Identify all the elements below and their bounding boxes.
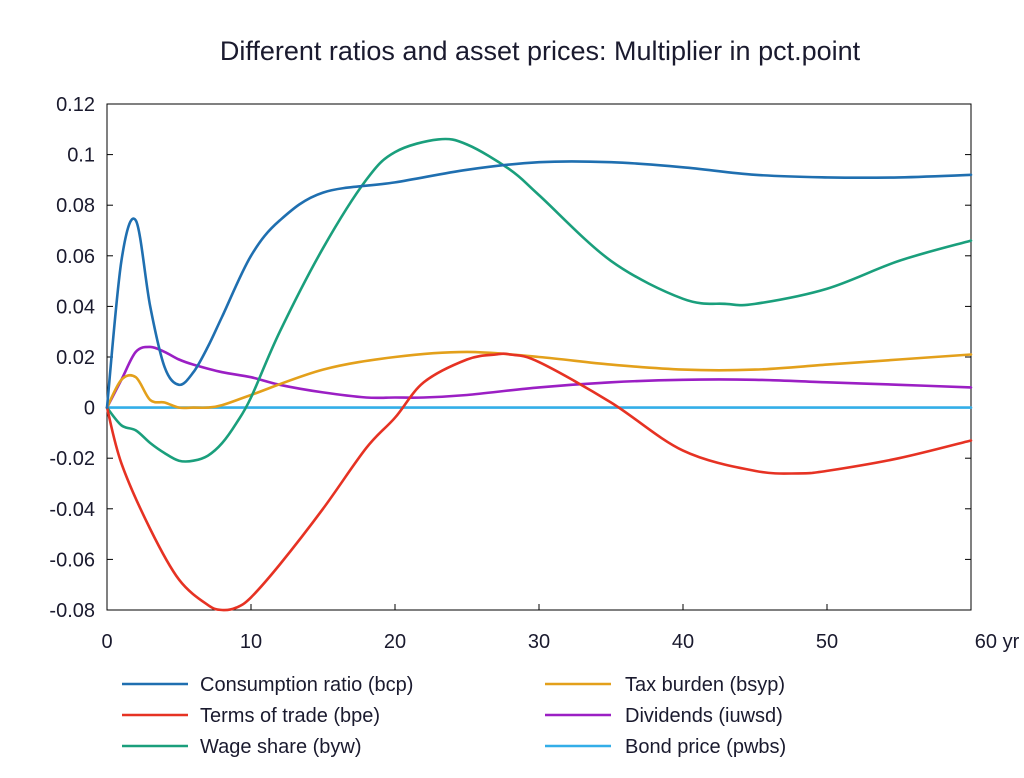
y-tick-label: 0.04 [56,296,95,318]
series-line-consumption-ratio [105,160,973,409]
y-tick-label: 0.1 [67,145,95,167]
y-tick-label: 0.12 [56,94,95,116]
x-tick-label: 0 [101,631,112,653]
x-tick-label: 40 [672,631,694,653]
legend-label-consumption-ratio: Consumption ratio (bcp) [200,674,413,696]
x-tick-label: 60 yr [975,631,1020,653]
x-tick-label: 30 [528,631,550,653]
series-line-wage-share [105,137,973,463]
chart-title: Different ratios and asset prices: Multi… [220,36,861,66]
series-line-terms-of-trade [105,352,973,612]
y-tick-label: 0.08 [56,195,95,217]
legend-label-bond-price: Bond price (pwbs) [625,736,786,758]
x-tick-label: 20 [384,631,406,653]
x-tick-label: 50 [816,631,838,653]
y-tick-label: -0.02 [49,448,95,470]
x-axis: 0 10 20 30 40 50 60 yr [101,604,1020,653]
legend-label-tax-burden: Tax burden (bsyp) [625,674,785,696]
series-line-tax-burden [105,350,973,410]
series-lines [105,137,973,612]
y-tick-label: 0.02 [56,347,95,369]
legend-label-wage-share: Wage share (byw) [200,736,362,758]
y-axis: -0.08 -0.06 -0.04 -0.02 0 0.02 0.04 0.06 0.08 0.1… [49,94,971,622]
legend: Consumption ratio (bcp) Terms of trade (b… [122,674,786,758]
legend-label-dividends: Dividends (iuwsd) [625,705,783,727]
x-tick-label: 10 [240,631,262,653]
y-tick-label: 0.06 [56,246,95,268]
legend-label-terms-of-trade: Terms of trade (bpe) [200,705,380,727]
y-tick-label: -0.04 [49,499,95,521]
y-tick-label: -0.06 [49,549,95,571]
y-tick-label: -0.08 [49,600,95,622]
y-tick-label: 0 [84,398,95,420]
